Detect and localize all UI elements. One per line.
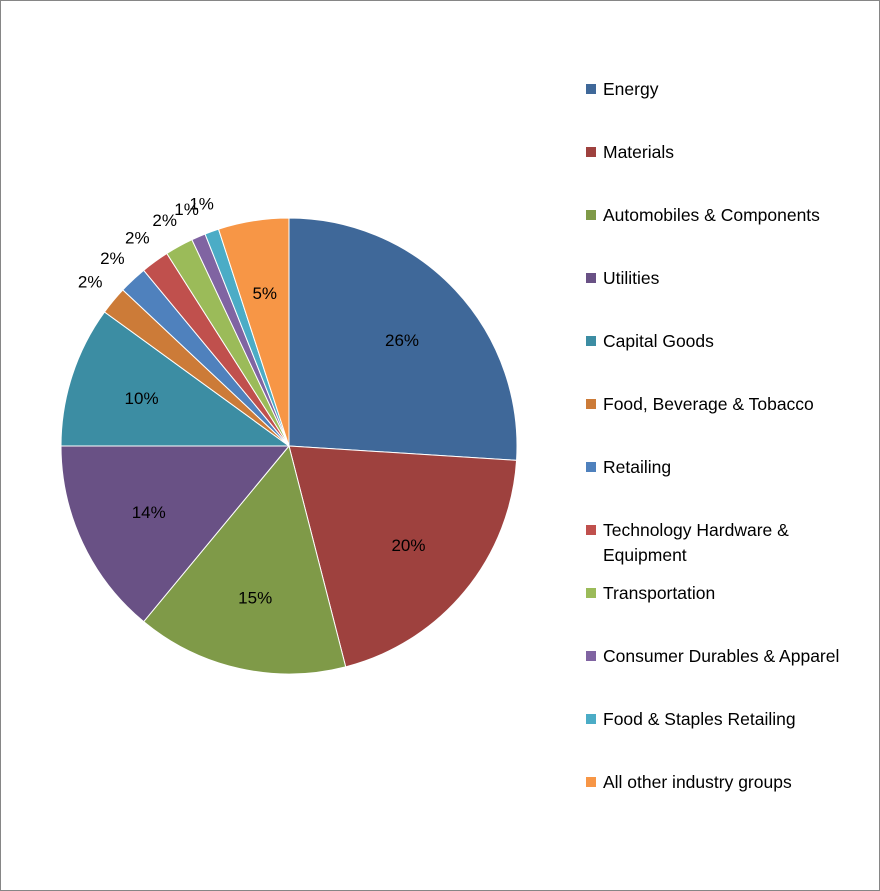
legend-item: Retailing [586, 455, 876, 518]
legend: Energy Materials Automobiles & Components U… [586, 77, 876, 833]
data-label-0: 26% [385, 331, 419, 350]
legend-label: Technology Hardware & Equipment [603, 520, 789, 565]
legend-item: Transportation [586, 581, 876, 644]
legend-label: Consumer Durables & Apparel [603, 646, 840, 666]
legend-item: Food & Staples Retailing [586, 707, 876, 770]
legend-label: Food & Staples Retailing [603, 709, 796, 729]
data-label-3: 14% [132, 503, 166, 522]
data-label-6: 2% [100, 249, 125, 268]
legend-label: Retailing [603, 457, 672, 477]
legend-swatch [586, 525, 596, 535]
data-label-7: 2% [125, 228, 150, 247]
data-label-4: 10% [125, 389, 159, 408]
legend-swatch [586, 777, 596, 787]
legend-item: All other industry groups [586, 770, 876, 833]
legend-label: Transportation [603, 583, 716, 603]
legend-label: Automobiles & Components [603, 205, 820, 225]
legend-label: Materials [603, 142, 674, 162]
pie-slice-1 [288, 445, 518, 668]
legend-swatch [586, 210, 596, 220]
legend-swatch [586, 651, 596, 661]
legend-swatch [586, 336, 596, 346]
data-label-5: 2% [78, 273, 103, 292]
legend-item: Capital Goods [586, 329, 876, 392]
data-label-8: 2% [152, 211, 177, 230]
pie-slice-0 [288, 217, 518, 461]
legend-swatch [586, 84, 596, 94]
data-label-11: 5% [252, 284, 277, 303]
legend-item: Materials [586, 140, 876, 203]
pie-slice-2 [142, 444, 347, 675]
legend-swatch [586, 399, 596, 409]
legend-label: Capital Goods [603, 331, 714, 351]
pie-slice-3 [60, 445, 291, 623]
data-label-10: 1% [189, 194, 214, 213]
legend-item: Food, Beverage & Tobacco [586, 392, 876, 455]
legend-swatch [586, 147, 596, 157]
legend-label: Utilities [603, 268, 660, 288]
pie-slice-11 [217, 217, 290, 447]
data-label-1: 20% [391, 536, 425, 555]
legend-swatch [586, 273, 596, 283]
pie-slice-4 [60, 311, 291, 447]
legend-item: Consumer Durables & Apparel [586, 644, 876, 707]
legend-item: Automobiles & Components [586, 203, 876, 266]
legend-swatch [586, 462, 596, 472]
legend-swatch [586, 714, 596, 724]
legend-item: Energy [586, 77, 876, 140]
data-label-9: 1% [174, 200, 199, 219]
data-label-2: 15% [238, 588, 272, 607]
legend-item: Utilities [586, 266, 876, 329]
legend-label: All other industry groups [603, 772, 792, 792]
legend-swatch [586, 588, 596, 598]
legend-item: Technology Hardware & Equipment [586, 518, 876, 581]
legend-label: Energy [603, 79, 659, 99]
legend-label: Food, Beverage & Tobacco [603, 394, 814, 414]
pie-chart: 26%20%15%14%10%2%2%2%2%1%1%5% [60, 194, 518, 675]
